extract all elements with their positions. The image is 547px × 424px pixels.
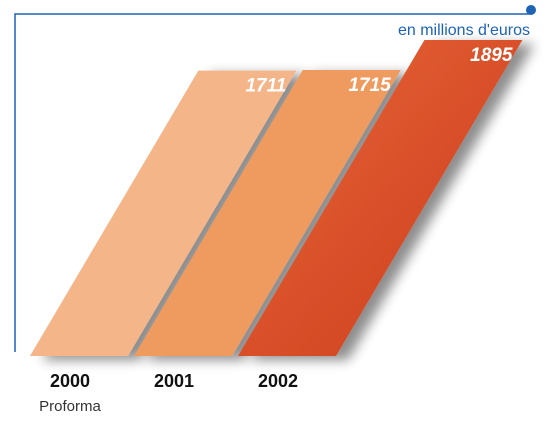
bar	[30, 70, 297, 356]
bar	[238, 40, 523, 356]
value-label: 1711	[245, 76, 286, 97]
bar	[134, 70, 401, 356]
category-label: 2002	[258, 371, 298, 391]
value-label: 1895	[470, 45, 513, 66]
frame-dot	[526, 5, 536, 15]
category-label: 2000	[50, 371, 90, 391]
category-sublabel: Proforma	[39, 398, 101, 415]
frame	[14, 13, 530, 352]
value-label: 1715	[348, 75, 391, 96]
unit-label: en millions d'euros	[398, 22, 530, 39]
category-label: 2001	[154, 371, 194, 391]
